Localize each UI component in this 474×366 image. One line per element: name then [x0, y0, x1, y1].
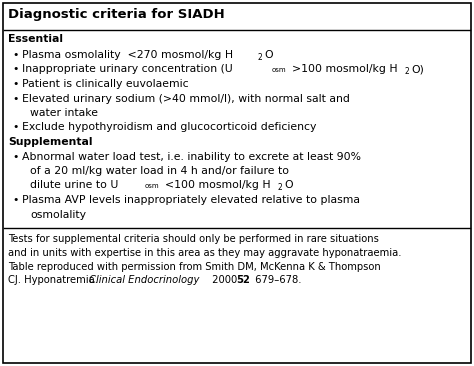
Text: •: • [12, 195, 18, 205]
Text: Plasma osmolality  <270 mosmol/kg H: Plasma osmolality <270 mosmol/kg H [22, 50, 233, 60]
Text: 2: 2 [405, 67, 410, 76]
Text: 2: 2 [278, 183, 283, 193]
Text: Abnormal water load test, i.e. inability to excrete at least 90%: Abnormal water load test, i.e. inability… [22, 152, 361, 161]
Text: and in units with expertise in this area as they may aggravate hyponatraemia.: and in units with expertise in this area… [8, 248, 401, 258]
Text: •: • [12, 50, 18, 60]
Text: •: • [12, 64, 18, 75]
Text: CJ. Hyponatremia.: CJ. Hyponatremia. [8, 275, 101, 285]
Text: of a 20 ml/kg water load in 4 h and/or failure to: of a 20 ml/kg water load in 4 h and/or f… [30, 166, 289, 176]
Text: Exclude hypothyroidism and glucocorticoid deficiency: Exclude hypothyroidism and glucocorticoi… [22, 123, 316, 132]
Text: 679–678.: 679–678. [252, 275, 301, 285]
Text: Plasma AVP levels inappropriately elevated relative to plasma: Plasma AVP levels inappropriately elevat… [22, 195, 360, 205]
Text: Inappropriate urinary concentration (U: Inappropriate urinary concentration (U [22, 64, 233, 75]
Text: •: • [12, 93, 18, 104]
Text: Tests for supplemental criteria should only be performed in rare situations: Tests for supplemental criteria should o… [8, 234, 379, 244]
Text: Diagnostic criteria for SIADH: Diagnostic criteria for SIADH [8, 8, 225, 21]
Text: <100 mosmol/kg H: <100 mosmol/kg H [165, 180, 271, 190]
Text: osmolality: osmolality [30, 209, 86, 220]
Text: 2000: 2000 [209, 275, 240, 285]
Text: Table reproduced with permission from Smith DM, McKenna K & Thompson: Table reproduced with permission from Sm… [8, 262, 381, 272]
Text: 52: 52 [236, 275, 250, 285]
Text: Essential: Essential [8, 34, 63, 44]
Text: •: • [12, 152, 18, 161]
Text: 2: 2 [258, 53, 263, 62]
Text: Patient is clinically euvolaemic: Patient is clinically euvolaemic [22, 79, 189, 89]
Text: Clinical Endocrinology: Clinical Endocrinology [89, 275, 200, 285]
Text: •: • [12, 79, 18, 89]
Text: water intake: water intake [30, 108, 98, 118]
Text: osm: osm [272, 67, 287, 74]
Text: osm: osm [145, 183, 160, 190]
Text: Elevated urinary sodium (>40 mmol/l), with normal salt and: Elevated urinary sodium (>40 mmol/l), wi… [22, 93, 350, 104]
Text: O: O [284, 180, 292, 190]
Text: Supplemental: Supplemental [8, 137, 92, 147]
Text: O: O [264, 50, 273, 60]
Text: >100 mosmol/kg H: >100 mosmol/kg H [292, 64, 398, 75]
Text: O): O) [411, 64, 424, 75]
Text: dilute urine to U: dilute urine to U [30, 180, 118, 190]
Text: •: • [12, 123, 18, 132]
